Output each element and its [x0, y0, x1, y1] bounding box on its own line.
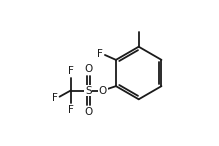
Text: O: O — [84, 107, 92, 117]
Text: F: F — [68, 66, 74, 76]
Text: O: O — [84, 65, 92, 74]
Text: O: O — [99, 86, 107, 95]
Text: S: S — [85, 86, 92, 95]
Text: F: F — [52, 93, 58, 103]
Text: F: F — [68, 105, 74, 115]
Text: F: F — [97, 49, 103, 59]
